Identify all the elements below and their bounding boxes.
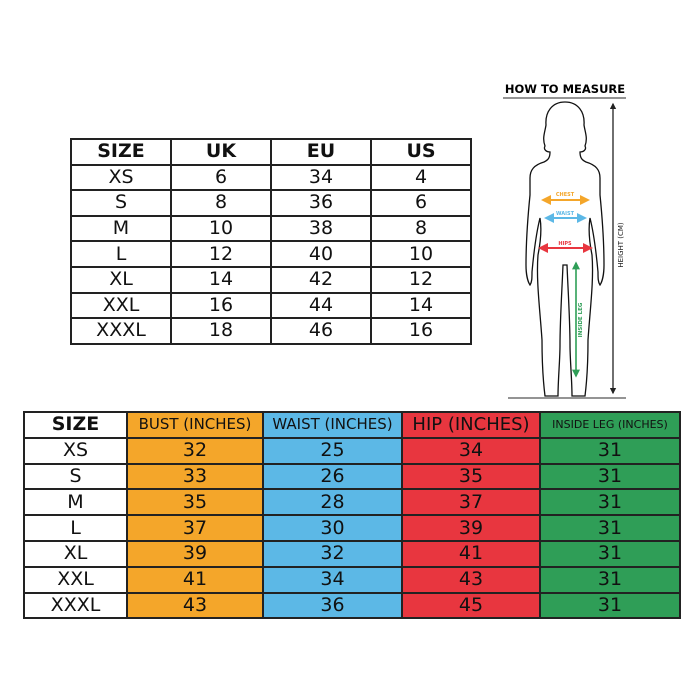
table-cell: 31 (539, 539, 681, 568)
waist-label: WAIST (556, 211, 575, 217)
table-cell: 12 (370, 265, 472, 294)
table-row: XS 6 34 4 (70, 163, 472, 192)
table-row: S 33 26 35 31 (23, 462, 681, 491)
table-cell: 31 (539, 436, 681, 465)
table-cell: 35 (401, 462, 541, 491)
table-cell: 46 (270, 317, 372, 345)
table-row: XL 39 32 41 31 (23, 539, 681, 568)
column-header: EU (270, 138, 372, 166)
table-cell: 33 (126, 462, 264, 491)
table-cell: 10 (170, 214, 272, 243)
table-row: M 10 38 8 (70, 214, 472, 243)
table-cell: 38 (270, 214, 372, 243)
table-cell: XL (70, 265, 172, 294)
table-cell: 45 (401, 591, 541, 620)
column-header: INSIDE LEG (INCHES) (539, 411, 681, 439)
inside-leg-label: INSIDE LEG (578, 302, 584, 337)
table-row: M 35 28 37 31 (23, 488, 681, 517)
table-cell: 12 (170, 240, 272, 268)
height-label: HEIGHT (CM) (617, 222, 625, 268)
table-cell: 37 (401, 488, 541, 517)
table-row: XL 14 42 12 (70, 265, 472, 294)
table-cell: 18 (170, 317, 272, 345)
table-cell: 14 (170, 265, 272, 294)
table-cell: 44 (270, 291, 372, 320)
table-cell: L (23, 514, 128, 542)
table-cell: 31 (539, 591, 681, 620)
table-cell: 39 (126, 539, 264, 568)
table-cell: 34 (270, 163, 372, 192)
chest-label: CHEST (556, 192, 575, 198)
figure-title: HOW TO MEASURE (505, 82, 625, 96)
table-cell: XXL (70, 291, 172, 320)
table-row: XS 32 25 34 31 (23, 436, 681, 465)
table-cell: 32 (262, 539, 403, 568)
header-row: SIZE UK EU US (70, 138, 472, 166)
table-cell: 31 (539, 488, 681, 517)
table-cell: 36 (262, 591, 403, 620)
column-header: SIZE (70, 138, 172, 166)
table-row: L 37 30 39 31 (23, 514, 681, 542)
table-cell: M (23, 488, 128, 517)
table-cell: S (70, 189, 172, 217)
column-header: WAIST (INCHES) (262, 411, 403, 439)
table-cell: 30 (262, 514, 403, 542)
table-cell: 32 (126, 436, 264, 465)
table-row: XXXL 18 46 16 (70, 317, 472, 345)
size-conversion-table: SIZE UK EU US XS 6 34 4 S 8 36 6 M 10 38 8 L 12 40 10 XL 14 42… (70, 138, 472, 345)
table-row: XXL 41 34 43 31 (23, 565, 681, 594)
table-cell: 8 (170, 189, 272, 217)
table-cell: 37 (126, 514, 264, 542)
table-cell: XL (23, 539, 128, 568)
hips-label: HIPS (558, 241, 572, 247)
table-row: L 12 40 10 (70, 240, 472, 268)
table-cell: 16 (170, 291, 272, 320)
table-cell: 42 (270, 265, 372, 294)
table-cell: 6 (370, 189, 472, 217)
table-cell: 34 (401, 436, 541, 465)
table-cell: XXL (23, 565, 128, 594)
table-cell: 14 (370, 291, 472, 320)
column-header: SIZE (23, 411, 128, 439)
table-cell: 43 (126, 591, 264, 620)
table-row: XXL 16 44 14 (70, 291, 472, 320)
table-cell: XS (70, 163, 172, 192)
how-to-measure-figure: HOW TO MEASURE CHEST WAIST HIPS INSIDE L… (503, 82, 626, 399)
table-cell: M (70, 214, 172, 243)
body-measurement-table: SIZE BUST (INCHES) WAIST (INCHES) HIP (INCH… (23, 411, 681, 620)
table-cell: 6 (170, 163, 272, 192)
table-cell: XXXL (23, 591, 128, 620)
table-cell: XXXL (70, 317, 172, 345)
table-row: XXXL 43 36 45 31 (23, 591, 681, 620)
body-silhouette-icon (525, 101, 605, 397)
table-cell: XS (23, 436, 128, 465)
table-cell: 25 (262, 436, 403, 465)
table-cell: 35 (126, 488, 264, 517)
table-cell: 31 (539, 462, 681, 491)
column-header: HIP (INCHES) (401, 411, 541, 439)
table-cell: 36 (270, 189, 372, 217)
table-cell: 26 (262, 462, 403, 491)
header-row: SIZE BUST (INCHES) WAIST (INCHES) HIP (INCH… (23, 411, 681, 439)
table-row: S 8 36 6 (70, 189, 472, 217)
table-cell: 4 (370, 163, 472, 192)
table-cell: 43 (401, 565, 541, 594)
table-cell: 8 (370, 214, 472, 243)
table-cell: 10 (370, 240, 472, 268)
table-cell: 28 (262, 488, 403, 517)
table-cell: 39 (401, 514, 541, 542)
column-header: BUST (INCHES) (126, 411, 264, 439)
table-cell: 31 (539, 565, 681, 594)
table-cell: S (23, 462, 128, 491)
table-cell: 31 (539, 514, 681, 542)
table-cell: L (70, 240, 172, 268)
column-header: US (370, 138, 472, 166)
table-cell: 41 (126, 565, 264, 594)
table-cell: 16 (370, 317, 472, 345)
table-cell: 40 (270, 240, 372, 268)
table-cell: 41 (401, 539, 541, 568)
table-cell: 34 (262, 565, 403, 594)
column-header: UK (170, 138, 272, 166)
